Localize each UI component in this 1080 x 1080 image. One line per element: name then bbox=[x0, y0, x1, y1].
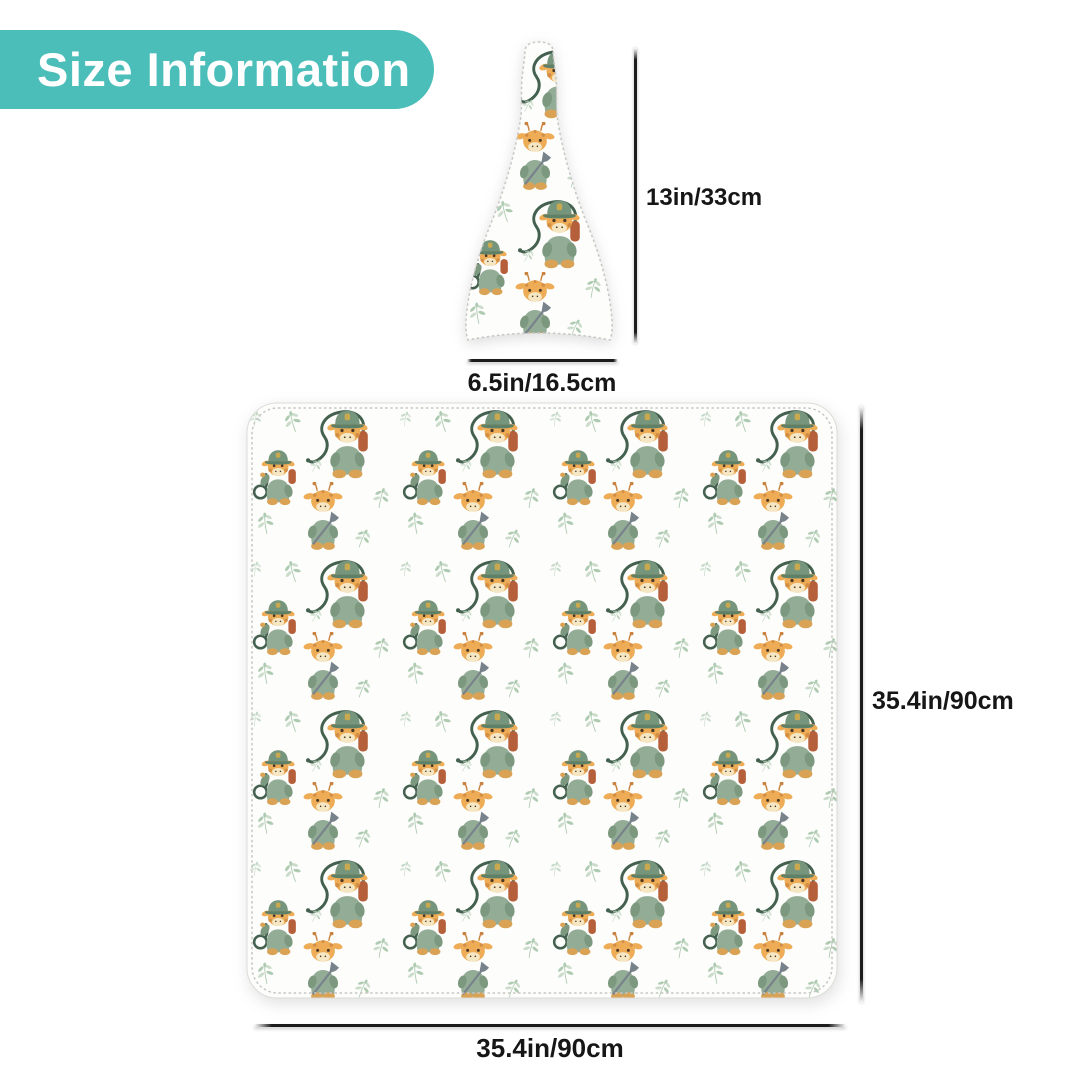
blanket-width-measure-line bbox=[254, 1024, 846, 1027]
blanket-width-label: 35.4in/90cm bbox=[476, 1033, 624, 1063]
blanket-shape bbox=[246, 402, 838, 999]
hat-shape bbox=[465, 41, 613, 341]
blanket-height-measure-line bbox=[860, 406, 863, 1003]
hat-width-label: 6.5in/16.5cm bbox=[467, 369, 617, 397]
blanket-height-label: 35.4in/90cm bbox=[872, 687, 1014, 715]
size-information-banner: Size Information bbox=[0, 30, 434, 109]
banner-title: Size Information bbox=[37, 43, 411, 96]
hat-width-measure-line bbox=[467, 359, 618, 362]
blanket-product-image bbox=[246, 402, 838, 999]
hat-height-label: 13in/33cm bbox=[646, 184, 763, 211]
hat-height-measure-line bbox=[634, 48, 637, 344]
hat-product-image bbox=[465, 41, 613, 341]
